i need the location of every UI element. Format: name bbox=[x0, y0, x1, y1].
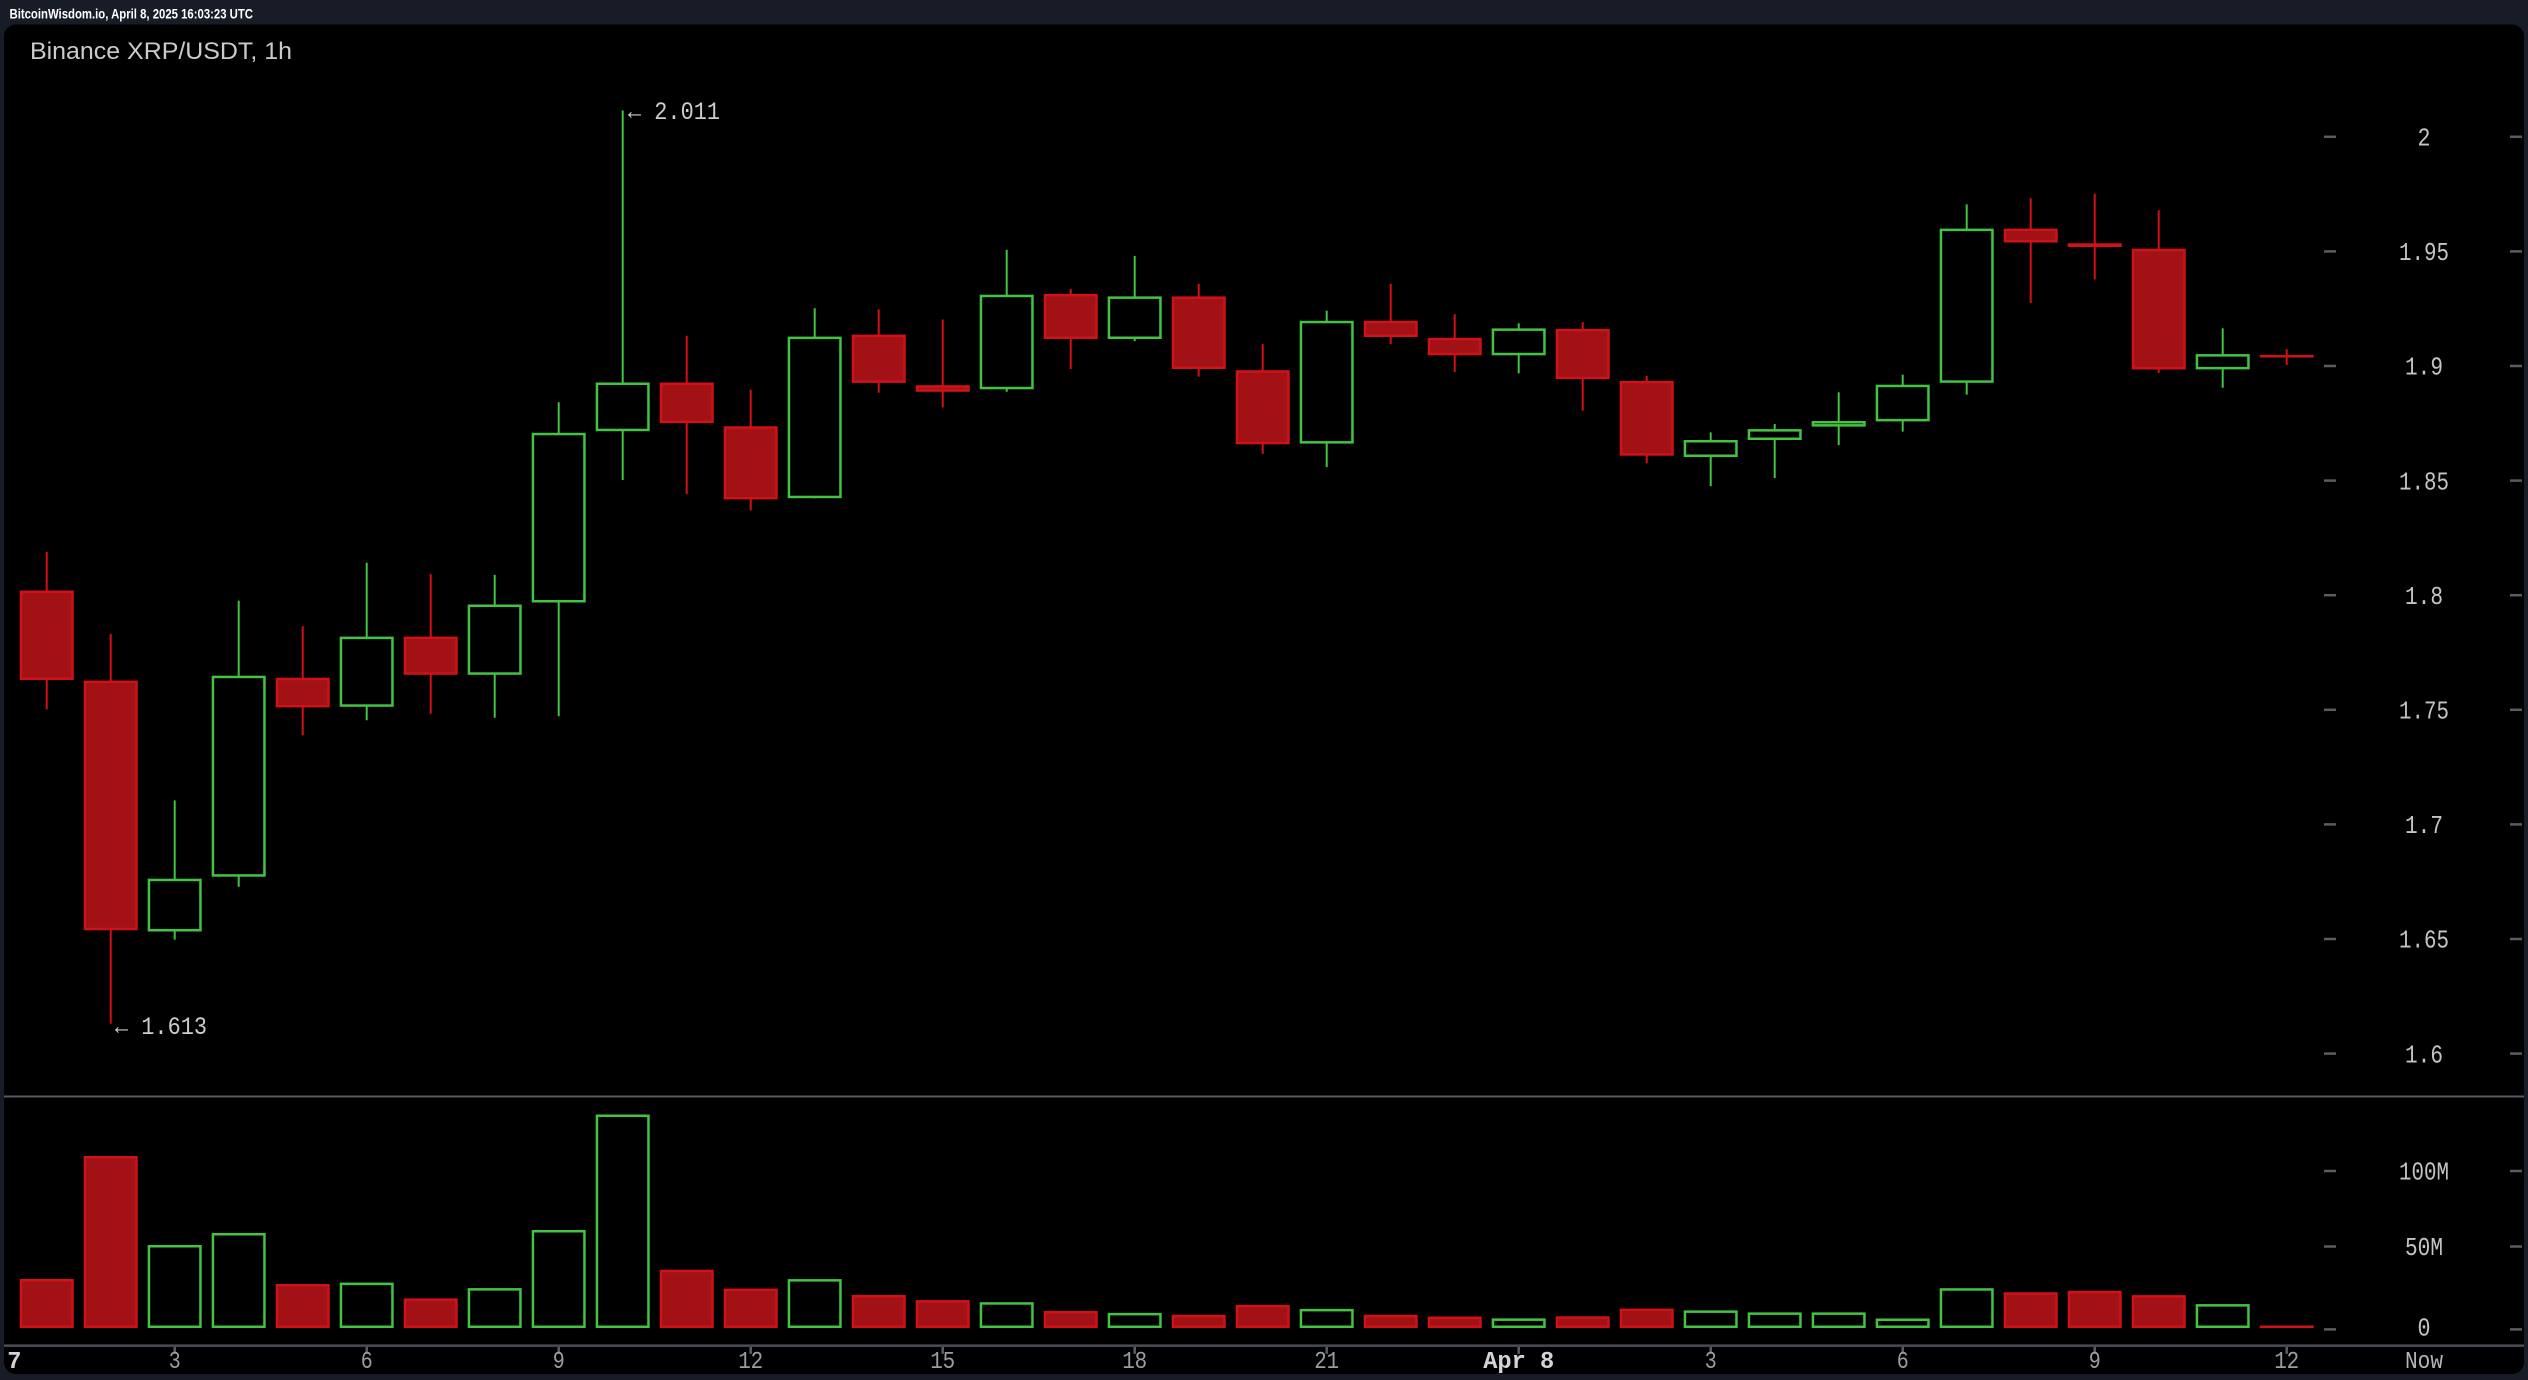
svg-text:1.9: 1.9 bbox=[2405, 353, 2443, 383]
svg-text:1.65: 1.65 bbox=[2399, 926, 2449, 956]
svg-text:1.7: 1.7 bbox=[2405, 811, 2443, 841]
svg-text:1.95: 1.95 bbox=[2399, 238, 2449, 268]
svg-text:50M: 50M bbox=[2405, 1233, 2443, 1263]
svg-text:1.6: 1.6 bbox=[2405, 1040, 2443, 1070]
svg-text:← 2.011: ← 2.011 bbox=[628, 98, 720, 127]
svg-text:9: 9 bbox=[553, 1349, 565, 1376]
svg-text:1.75: 1.75 bbox=[2399, 697, 2449, 727]
svg-text:Apr 8: Apr 8 bbox=[1483, 1349, 1554, 1376]
svg-text:0: 0 bbox=[2418, 1314, 2431, 1344]
svg-text:100M: 100M bbox=[2399, 1158, 2449, 1188]
svg-text:BitcoinWisdom.io, April 8, 202: BitcoinWisdom.io, April 8, 2025 16:03:23… bbox=[10, 5, 254, 21]
svg-text:6: 6 bbox=[361, 1349, 373, 1376]
svg-text:Apr 7: Apr 7 bbox=[0, 1349, 22, 1376]
svg-text:3: 3 bbox=[1705, 1349, 1717, 1376]
svg-text:12: 12 bbox=[738, 1349, 763, 1376]
svg-text:1.8: 1.8 bbox=[2405, 582, 2443, 612]
svg-text:21: 21 bbox=[1314, 1349, 1339, 1376]
svg-text:6: 6 bbox=[1897, 1349, 1909, 1376]
svg-text:1.85: 1.85 bbox=[2399, 467, 2449, 497]
svg-text:3: 3 bbox=[169, 1349, 181, 1376]
svg-text:9: 9 bbox=[2089, 1349, 2101, 1376]
svg-text:2: 2 bbox=[2418, 124, 2431, 154]
svg-text:12: 12 bbox=[2274, 1349, 2299, 1376]
svg-text:Now: Now bbox=[2405, 1349, 2444, 1376]
svg-text:18: 18 bbox=[1122, 1349, 1147, 1376]
svg-text:← 1.613: ← 1.613 bbox=[115, 1013, 207, 1042]
svg-text:Binance XRP/USDT, 1h: Binance XRP/USDT, 1h bbox=[30, 38, 292, 65]
svg-text:15: 15 bbox=[930, 1349, 955, 1376]
